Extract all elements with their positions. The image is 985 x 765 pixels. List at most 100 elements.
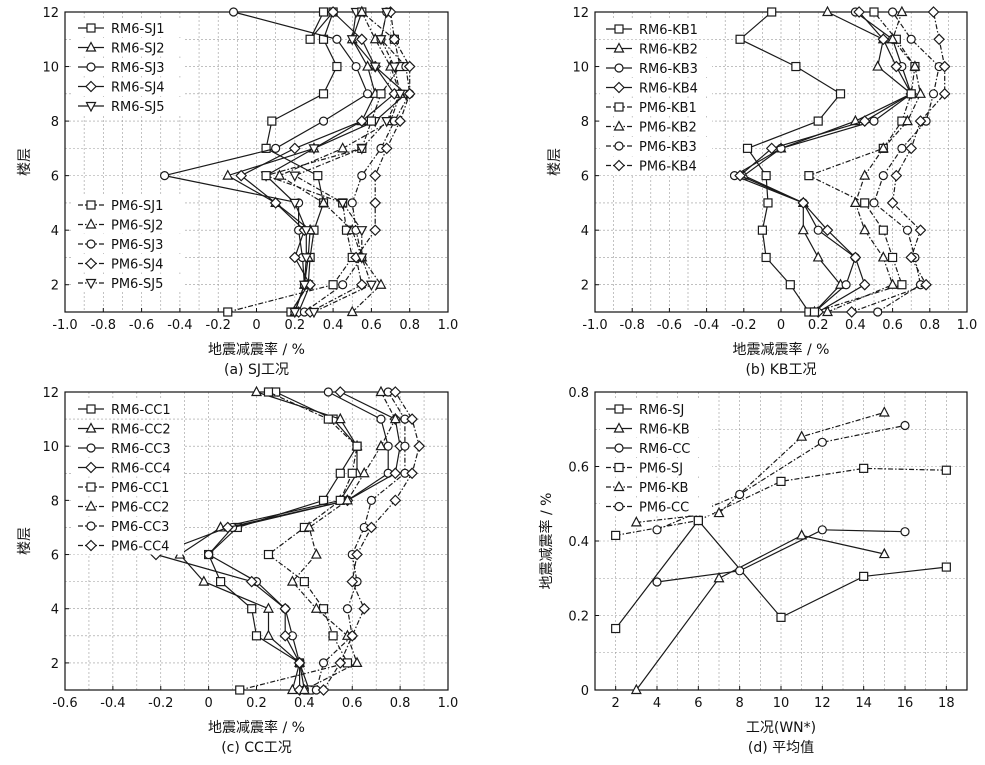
data-point: [849, 196, 861, 208]
data-point: [328, 631, 338, 641]
data-point: [279, 602, 292, 615]
data-point: [228, 7, 239, 17]
x-tick-label: 18: [938, 696, 955, 711]
legend-backdrop: [600, 20, 712, 38]
data-point: [328, 280, 338, 290]
legend-backdrop: [72, 458, 184, 477]
data-point: [890, 60, 903, 73]
series-line: [309, 11, 411, 313]
data-point: [652, 577, 662, 587]
x-tick-label: 16: [897, 696, 914, 711]
data-point: [887, 252, 898, 263]
data-point: [389, 494, 402, 507]
x-tick-label: 0.4: [323, 318, 344, 333]
data-point: [293, 657, 306, 669]
legend-label: PM6-SJ: [639, 462, 683, 477]
x-tick-label: -0.4: [100, 696, 125, 711]
x-tick-label: -0.2: [206, 318, 231, 333]
data-point: [822, 305, 833, 317]
legend-backdrop: [600, 59, 712, 77]
x-axis-title: 地震减震率 / %: [208, 719, 305, 736]
x-tick-label: 1.0: [438, 318, 459, 333]
x-tick-label: -0.4: [694, 318, 719, 333]
x-tick-label: 0.4: [845, 318, 866, 333]
legend-backdrop: [72, 254, 184, 273]
data-point: [380, 142, 393, 155]
legend-marker: [614, 404, 624, 414]
data-point: [887, 32, 899, 44]
data-point: [358, 466, 370, 478]
series-line: [635, 534, 885, 691]
legend-backdrop: [600, 439, 712, 457]
legend-label: RM6-CC1: [111, 403, 171, 418]
data-point: [305, 34, 315, 44]
data-point: [915, 87, 926, 98]
legend-label: PM6-CC1: [111, 481, 169, 496]
y-tick-label: 0.6: [568, 461, 589, 476]
data-point: [235, 169, 248, 182]
data-point: [369, 197, 382, 209]
data-point: [332, 61, 342, 72]
data-point: [346, 629, 359, 642]
data-point: [890, 169, 903, 182]
panel-caption: (c) CC工况: [221, 740, 292, 756]
legend-marker: [86, 521, 96, 531]
legend-label: PM6-SJ5: [111, 277, 163, 292]
x-tick-label: 0.6: [342, 696, 363, 711]
data-point: [308, 307, 320, 319]
legend-marker: [85, 101, 97, 113]
data-point: [366, 116, 376, 126]
data-point: [358, 602, 371, 615]
legend-label: PM6-SJ3: [111, 238, 163, 253]
data-point: [381, 116, 393, 128]
y-tick-label: 2: [51, 657, 59, 672]
data-point: [938, 87, 951, 100]
series-RM6-CC2: [174, 385, 363, 695]
data-point: [897, 280, 907, 290]
x-tick-label: -0.2: [148, 696, 173, 711]
legend-marker: [614, 462, 624, 473]
y-tick-label: 0.4: [568, 535, 589, 550]
series-PM6-KB: [630, 406, 890, 527]
panel-caption: (d) 平均值: [748, 740, 814, 756]
chart-panel-1: -1.0 -0.8 -0.6 -0.4 -0.2 0 0.2 0.4 0.6 0.8 1.0 2 4 6 8…: [17, 5, 459, 378]
data-point: [761, 252, 771, 263]
legend-label: PM6-KB: [639, 481, 688, 496]
data-point: [318, 116, 329, 126]
x-tick-label: -0.6: [657, 318, 682, 333]
data-point: [223, 307, 233, 317]
data-point: [289, 307, 301, 319]
data-point: [215, 577, 226, 587]
data-point: [914, 224, 927, 237]
data-point: [251, 631, 262, 641]
x-tick-label: 4: [653, 696, 661, 711]
series-line: [738, 11, 913, 313]
legend-marker: [85, 278, 97, 290]
data-point: [389, 386, 402, 398]
series-PM6-SJ5: [289, 7, 406, 319]
data-point: [342, 604, 353, 614]
data-point: [902, 225, 913, 235]
legend-marker: [86, 404, 96, 414]
data-point: [914, 115, 927, 127]
data-point: [906, 34, 916, 44]
data-point: [346, 305, 358, 317]
x-tick-label: -1.0: [582, 318, 607, 333]
legend-backdrop: [72, 58, 184, 76]
legend-backdrop: [600, 137, 712, 155]
legend: RM6-CC1 RM6-CC2 RM6-CC3 RM6-CC4 PM6-CC1 PM6-C…: [72, 400, 184, 555]
data-point: [652, 525, 662, 535]
series-RM6-SJ4: [235, 6, 401, 318]
x-tick-label: 0: [204, 696, 212, 711]
y-tick-label: 6: [51, 549, 59, 564]
data-point: [928, 89, 939, 99]
x-tick-label: 0.2: [284, 318, 305, 333]
data-point: [356, 226, 368, 237]
legend-backdrop: [72, 38, 184, 57]
data-point: [267, 116, 277, 126]
data-point: [245, 575, 258, 588]
data-point: [767, 7, 777, 17]
data-point: [247, 604, 257, 614]
legend-marker: [613, 42, 625, 53]
